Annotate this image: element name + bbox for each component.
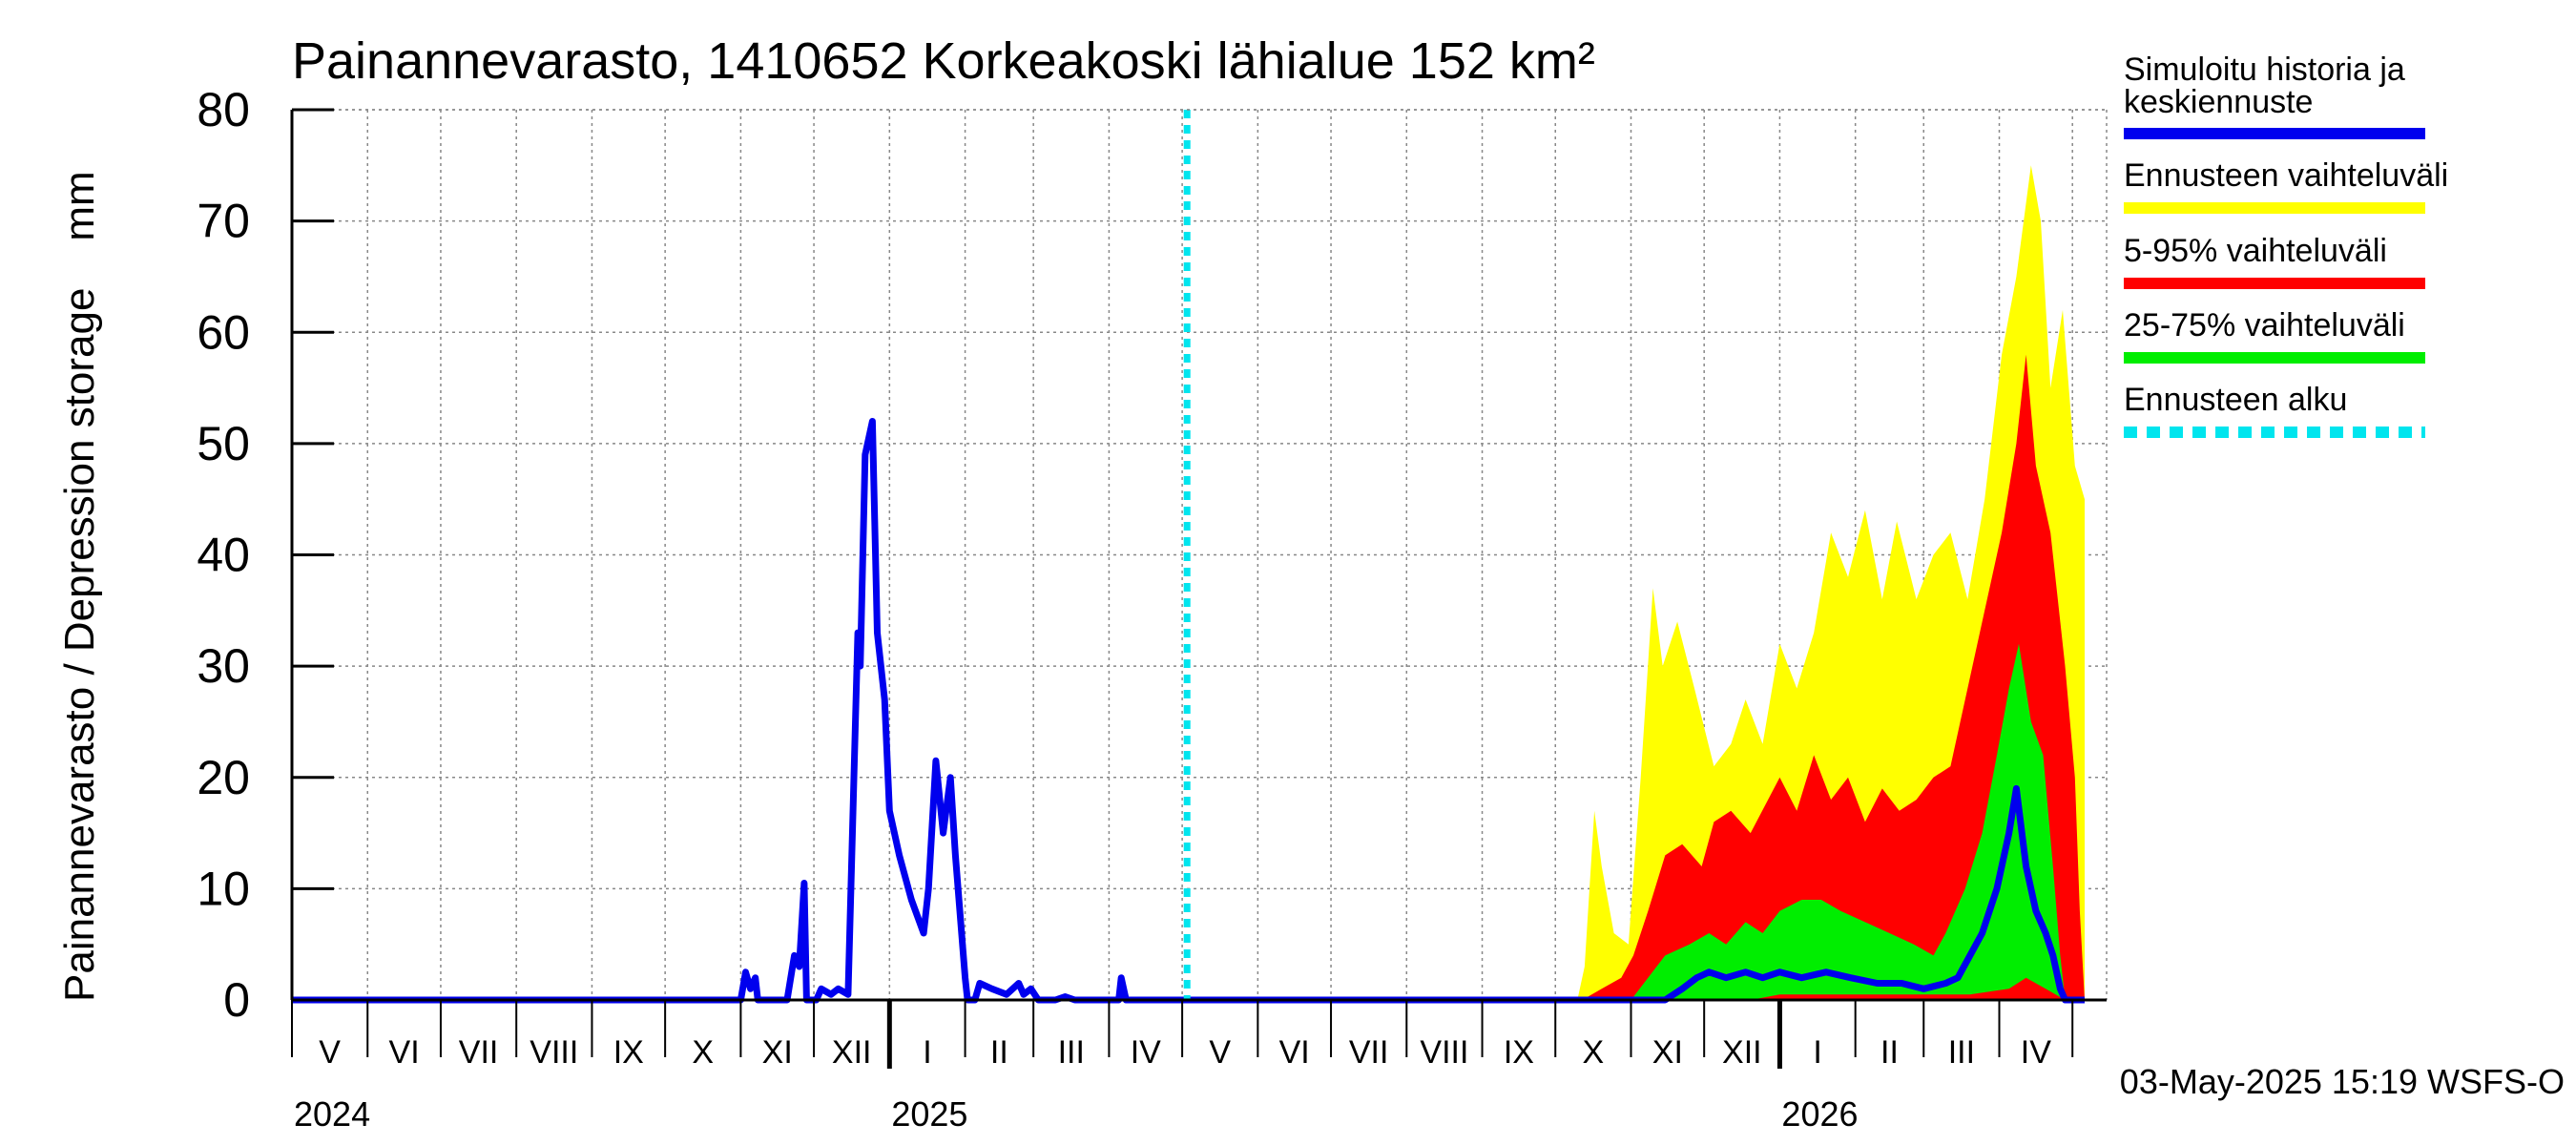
chart-title: Painannevarasto, 1410652 Korkeakoski läh… — [292, 32, 1595, 90]
legend-label: Ennusteen alku — [2124, 382, 2347, 418]
month-label: VII — [459, 1034, 499, 1071]
month-label: IV — [2021, 1034, 2051, 1071]
y-tick-label: 0 — [223, 973, 250, 1027]
month-label: II — [990, 1034, 1008, 1071]
y-tick-label: 50 — [197, 417, 250, 470]
month-label: V — [319, 1034, 341, 1071]
legend-label: Ennusteen vaihteluväli — [2124, 157, 2448, 194]
forecast-bands — [1577, 165, 2085, 1001]
month-label: VIII — [530, 1034, 578, 1071]
timestamp: 03-May-2025 15:19 WSFS-O — [2120, 1062, 2565, 1101]
month-label: III — [1058, 1034, 1085, 1071]
month-label: VII — [1349, 1034, 1389, 1071]
year-label: 2025 — [891, 1094, 967, 1134]
month-label: IX — [1504, 1034, 1534, 1071]
month-label: VI — [389, 1034, 420, 1071]
month-label: I — [923, 1034, 931, 1071]
month-label: VIII — [1420, 1034, 1468, 1071]
legend-label: 5-95% vaihteluväli — [2124, 233, 2387, 269]
legend-label: 25-75% vaihteluväli — [2124, 307, 2405, 344]
month-label: III — [1948, 1034, 1975, 1071]
legend-label: Simuloitu historia ja — [2124, 52, 2405, 88]
y-tick-label: 70 — [197, 195, 250, 248]
month-label: I — [1813, 1034, 1821, 1071]
y-tick-label: 60 — [197, 305, 250, 359]
month-label: X — [1583, 1034, 1605, 1071]
year-label: 2024 — [294, 1094, 370, 1134]
month-label: V — [1209, 1034, 1231, 1071]
y-tick-label: 40 — [197, 529, 250, 582]
band-area — [1582, 354, 2085, 1001]
month-label: XII — [1722, 1034, 1762, 1071]
month-label: X — [692, 1034, 714, 1071]
month-label: XI — [762, 1034, 793, 1071]
month-label: XII — [832, 1034, 872, 1071]
series-lines — [292, 110, 2085, 1004]
y-tick-label: 30 — [197, 639, 250, 693]
y-axis-label: Painannevarasto / Depression storage mm — [56, 171, 103, 1002]
year-label: 2026 — [1781, 1094, 1858, 1134]
month-label: XI — [1652, 1034, 1683, 1071]
y-tick-label: 20 — [197, 751, 250, 804]
band-area — [1631, 643, 2066, 1000]
month-label: IV — [1131, 1034, 1161, 1071]
legend-label: keskiennuste — [2124, 84, 2313, 120]
month-label: IX — [613, 1034, 644, 1071]
y-tick-label: 10 — [197, 862, 250, 915]
series-line — [292, 418, 2085, 1004]
x-axis: V VI VII VIII IX X XI XII I II III IV V VI VII VIII IX X X… — [291, 1000, 2074, 1134]
month-label: II — [1880, 1034, 1899, 1071]
y-axis: 0 10 20 30 40 50 60 70 80 — [197, 83, 334, 1027]
y-tick-label: 80 — [197, 83, 250, 136]
month-label: VI — [1279, 1034, 1310, 1071]
